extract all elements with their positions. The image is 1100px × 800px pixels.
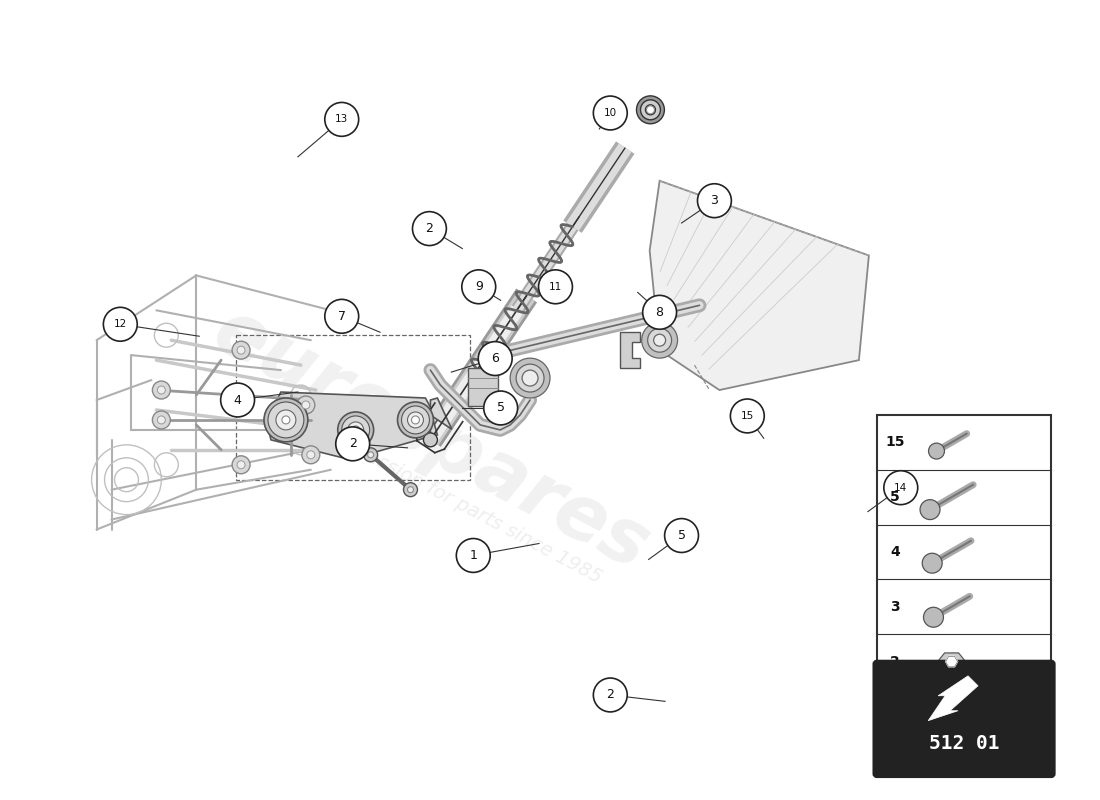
Text: 4: 4 <box>233 394 242 406</box>
Polygon shape <box>266 392 438 460</box>
Polygon shape <box>650 181 869 390</box>
Text: 2: 2 <box>890 654 900 669</box>
Circle shape <box>404 482 418 497</box>
Circle shape <box>412 212 447 246</box>
Circle shape <box>367 452 374 458</box>
Circle shape <box>922 554 942 573</box>
Polygon shape <box>430 398 452 438</box>
Circle shape <box>342 416 370 444</box>
Circle shape <box>653 334 666 346</box>
Text: 5: 5 <box>497 402 505 414</box>
Circle shape <box>928 443 945 459</box>
Circle shape <box>646 105 656 114</box>
Circle shape <box>153 381 170 399</box>
Circle shape <box>730 399 764 433</box>
Text: 13: 13 <box>336 114 349 124</box>
Circle shape <box>522 370 538 386</box>
Text: 14: 14 <box>894 482 908 493</box>
Circle shape <box>352 426 360 434</box>
Circle shape <box>516 364 544 392</box>
FancyBboxPatch shape <box>873 661 1054 777</box>
Circle shape <box>697 184 732 218</box>
Text: 2: 2 <box>426 222 433 235</box>
Circle shape <box>301 401 310 409</box>
Circle shape <box>478 342 513 375</box>
Text: 9: 9 <box>475 280 483 294</box>
Circle shape <box>407 412 424 428</box>
Circle shape <box>397 402 433 438</box>
Polygon shape <box>937 653 966 670</box>
Polygon shape <box>928 676 978 721</box>
Text: 2: 2 <box>349 438 356 450</box>
Circle shape <box>593 96 627 130</box>
Circle shape <box>539 270 572 304</box>
Circle shape <box>462 270 496 304</box>
Circle shape <box>883 470 917 505</box>
Circle shape <box>640 100 660 120</box>
Circle shape <box>924 607 944 627</box>
Circle shape <box>593 678 627 712</box>
Text: eurospares: eurospares <box>200 294 661 586</box>
Circle shape <box>157 386 165 394</box>
Circle shape <box>920 500 940 519</box>
Circle shape <box>647 106 654 114</box>
Circle shape <box>301 446 320 464</box>
Circle shape <box>641 322 678 358</box>
Text: 1: 1 <box>470 549 477 562</box>
Circle shape <box>268 402 304 438</box>
Circle shape <box>411 416 419 424</box>
Polygon shape <box>619 332 640 368</box>
Circle shape <box>238 461 245 469</box>
Circle shape <box>642 295 676 330</box>
Circle shape <box>153 411 170 429</box>
Circle shape <box>297 396 315 414</box>
Circle shape <box>264 398 308 442</box>
Circle shape <box>402 406 429 434</box>
Circle shape <box>307 451 315 458</box>
Text: 512 01: 512 01 <box>928 734 999 753</box>
Circle shape <box>407 486 414 493</box>
Text: a passion for parts since 1985: a passion for parts since 1985 <box>336 432 605 587</box>
Text: 3: 3 <box>890 600 900 614</box>
Circle shape <box>336 427 370 461</box>
Circle shape <box>232 456 250 474</box>
Text: 15: 15 <box>740 411 754 421</box>
Circle shape <box>338 412 374 448</box>
Circle shape <box>484 391 518 425</box>
Circle shape <box>324 299 359 334</box>
Text: 3: 3 <box>711 194 718 207</box>
Circle shape <box>364 448 377 462</box>
Circle shape <box>424 433 438 447</box>
Text: 4: 4 <box>890 545 900 559</box>
Text: 6: 6 <box>492 352 499 365</box>
Polygon shape <box>946 657 958 666</box>
Circle shape <box>648 328 672 352</box>
Bar <box>236 335 471 480</box>
Circle shape <box>282 416 290 424</box>
Circle shape <box>324 102 359 136</box>
Bar <box>469 368 498 406</box>
Circle shape <box>221 383 254 417</box>
Text: 11: 11 <box>549 282 562 292</box>
Circle shape <box>664 518 698 553</box>
Text: 10: 10 <box>604 108 617 118</box>
Text: 8: 8 <box>656 306 663 319</box>
Text: 5: 5 <box>890 490 900 504</box>
Circle shape <box>456 538 491 572</box>
Circle shape <box>637 96 664 124</box>
Text: 5: 5 <box>678 529 685 542</box>
Circle shape <box>157 416 165 424</box>
Text: 15: 15 <box>886 435 904 450</box>
Text: 2: 2 <box>606 689 614 702</box>
Circle shape <box>276 410 296 430</box>
Circle shape <box>510 358 550 398</box>
Text: 12: 12 <box>113 319 127 330</box>
Bar <box>877 415 1052 689</box>
Text: 7: 7 <box>338 310 345 322</box>
Circle shape <box>232 342 250 359</box>
Circle shape <box>238 346 245 354</box>
Circle shape <box>348 422 364 438</box>
Circle shape <box>103 307 138 342</box>
